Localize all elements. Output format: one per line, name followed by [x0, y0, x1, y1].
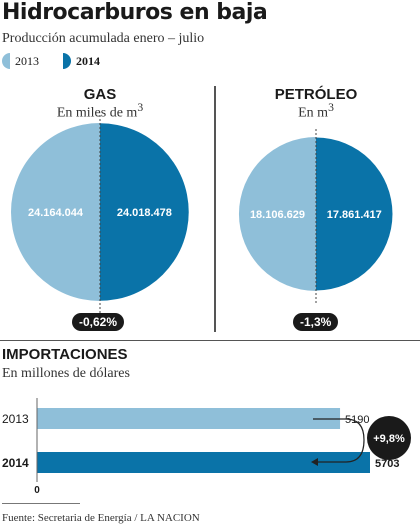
importaciones-bar-chart: 2013 5190 2014 5703 0 +9,8%: [2, 398, 411, 496]
petroleo-unit-sup: 3: [328, 101, 334, 114]
section-divider: [214, 86, 216, 332]
section-divider-horizontal: [0, 340, 420, 341]
importaciones-unit: En millones de dólares: [2, 366, 130, 381]
gas-change-badge: -0,62%: [72, 313, 125, 331]
gas-label-2013: 24.164.044: [28, 207, 84, 219]
legend-swatch-2013: [2, 53, 10, 69]
imp-category-2013: 2013: [2, 412, 29, 426]
imp-change-label: +9,8%: [373, 433, 405, 445]
petroleo-unit-text: En m: [298, 105, 329, 121]
importaciones-title: IMPORTACIONES: [2, 346, 128, 363]
petroleo-title: PETRÓLEO: [274, 86, 358, 103]
imp-bar-2014: [37, 452, 370, 473]
source-note: Fuente: Secretaria de Energía / LA NACIO…: [2, 512, 200, 524]
page-subtitle: Producción acumulada enero – julio: [2, 31, 205, 46]
legend-swatch-2014: [63, 53, 71, 69]
source-rule: [2, 503, 80, 504]
gas-pie-chart: 24.164.044 24.018.478: [11, 115, 189, 315]
legend-item-2014: 2014: [63, 53, 100, 69]
imp-tick-0: 0: [34, 485, 40, 496]
petroleo-unit: En m3: [216, 101, 416, 122]
legend-label-2013: 2013: [15, 53, 39, 68]
gas-slice-2013: [11, 123, 100, 301]
petroleo-pie-chart: 18.106.629 17.861.417: [238, 128, 393, 306]
petroleo-label-2014: 17.861.417: [327, 209, 382, 221]
gas-unit: En miles de m3: [0, 101, 200, 122]
imp-change-connector: [311, 418, 365, 466]
gas-label-2014: 24.018.478: [117, 207, 172, 219]
gas-slice-2014: [100, 123, 189, 301]
gas-unit-sup: 3: [137, 101, 144, 114]
legend-label-2014: 2014: [76, 53, 100, 68]
petroleo-label-2013: 18.106.629: [250, 209, 305, 221]
petroleo-change-badge: -1,3%: [293, 313, 339, 331]
gas-title: GAS: [83, 86, 117, 103]
imp-value-2014: 5703: [375, 458, 399, 470]
imp-change-badge: [367, 416, 411, 460]
petroleo-slice-2014: [316, 137, 393, 291]
imp-bar-2013: [37, 408, 341, 429]
imp-category-2014: 2014: [2, 456, 29, 470]
petroleo-slice-2013: [238, 136, 316, 292]
page-title: Hidrocarburos en baja: [2, 0, 268, 25]
gas-unit-text: En miles de m: [56, 105, 138, 121]
imp-value-2013: 5190: [345, 414, 369, 426]
legend-item-2013: 2013: [2, 53, 39, 69]
